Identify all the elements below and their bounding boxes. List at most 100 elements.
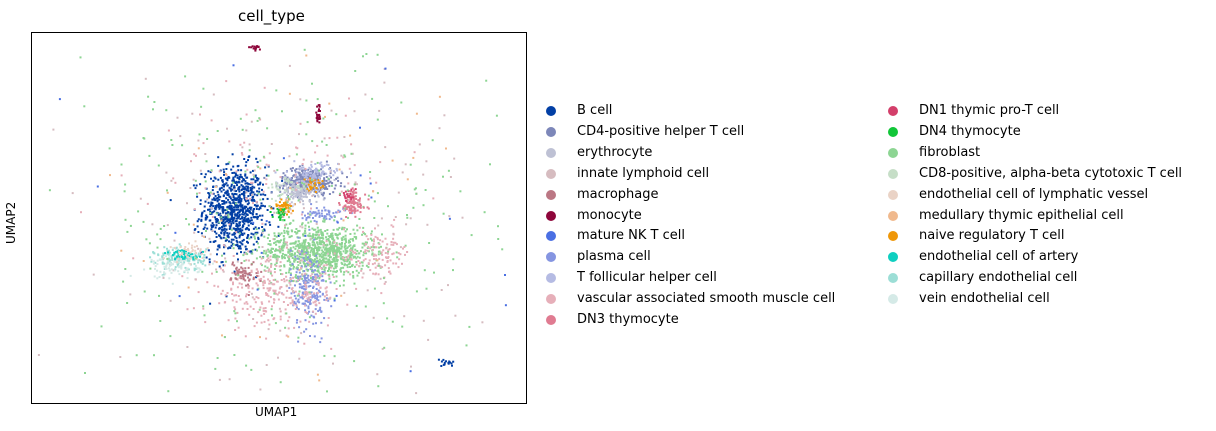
point-plasma-cell: [302, 287, 305, 290]
point-t-follicular-helper-cell: [330, 169, 333, 172]
point-innate-lymphoid-cell: [381, 347, 384, 350]
point-fibroblast: [255, 228, 258, 231]
point-plasma-cell: [294, 284, 296, 287]
point-vascular-associated-smooth-muscle-cell: [286, 289, 289, 292]
point-dn4-thymocyte: [282, 213, 285, 216]
point-fibroblast: [331, 249, 334, 252]
point-fibroblast: [298, 255, 301, 258]
point-vascular-associated-smooth-muscle-cell: [265, 178, 268, 181]
point-fibroblast: [349, 238, 352, 241]
point-b-cell: [223, 202, 226, 205]
point-b-cell: [250, 222, 252, 225]
point-vascular-associated-smooth-muscle-cell: [300, 213, 303, 216]
point-b-cell: [235, 174, 237, 176]
point-plasma-cell: [325, 297, 328, 300]
point-vascular-associated-smooth-muscle-cell: [245, 113, 248, 116]
point-vein-endothelial-cell: [166, 260, 169, 263]
point-endothelial-cell-of-artery: [184, 256, 187, 259]
point-fibroblast: [205, 230, 207, 232]
point-innate-lymphoid-cell: [454, 314, 457, 317]
point-vascular-associated-smooth-muscle-cell: [259, 118, 262, 121]
point-fibroblast: [305, 248, 308, 251]
point-fibroblast: [209, 212, 212, 214]
point-innate-lymphoid-cell: [405, 223, 408, 226]
point-innate-lymphoid-cell: [189, 187, 192, 189]
point-b-cell: [216, 248, 219, 251]
point-dn4-thymocyte: [276, 207, 279, 210]
point-cd4-positive-helper-t-cell: [322, 187, 325, 190]
point-plasma-cell: [306, 276, 309, 279]
point-vascular-associated-smooth-muscle-cell: [238, 276, 241, 279]
point-fibroblast: [316, 247, 319, 250]
point-vascular-associated-smooth-muscle-cell: [271, 283, 274, 286]
point-plasma-cell: [304, 299, 307, 302]
point-dn1-thymic-pro-t-cell: [338, 193, 341, 196]
point-endothelial-cell-of-lymphatic-vessel: [179, 246, 182, 248]
point-fibroblast: [298, 257, 301, 260]
point-vascular-associated-smooth-muscle-cell: [290, 296, 293, 299]
point-vascular-associated-smooth-muscle-cell: [385, 257, 388, 259]
point-fibroblast: [297, 199, 300, 202]
point-b-cell: [237, 228, 240, 231]
point-cd4-positive-helper-t-cell: [279, 190, 282, 193]
point-fibroblast: [291, 242, 294, 245]
point-vascular-associated-smooth-muscle-cell: [247, 250, 250, 253]
point-innate-lymphoid-cell: [151, 223, 154, 226]
point-b-cell: [228, 246, 231, 249]
point-vascular-associated-smooth-muscle-cell: [250, 181, 252, 184]
point-fibroblast: [340, 258, 343, 261]
point-dn3-thymocyte: [354, 210, 357, 213]
point-fibroblast: [323, 269, 326, 272]
point-b-cell: [244, 174, 247, 177]
point-fibroblast: [289, 253, 291, 256]
point-vascular-associated-smooth-muscle-cell: [275, 280, 278, 283]
point-fibroblast: [305, 259, 308, 262]
point-erythrocyte: [322, 198, 325, 201]
point-b-cell: [262, 204, 264, 207]
point-dn4-thymocyte: [283, 219, 286, 222]
point-fibroblast: [248, 237, 251, 240]
point-vascular-associated-smooth-muscle-cell: [288, 296, 291, 299]
point-dn3-thymocyte: [355, 191, 358, 194]
point-b-cell: [239, 197, 242, 200]
point-cd8-positive-alpha-beta-cytotoxic-t-cell: [277, 195, 280, 198]
point-fibroblast: [335, 259, 338, 262]
point-fibroblast: [297, 264, 300, 267]
point-b-cell: [215, 221, 218, 224]
point-fibroblast: [297, 240, 300, 243]
point-vascular-associated-smooth-muscle-cell: [340, 190, 343, 193]
point-plasma-cell: [311, 212, 314, 215]
point-vascular-associated-smooth-muscle-cell: [233, 306, 236, 309]
point-fibroblast: [442, 175, 444, 178]
point-vascular-associated-smooth-muscle-cell: [358, 226, 361, 229]
point-plasma-cell: [340, 217, 343, 220]
point-monocyte: [257, 45, 260, 48]
point-vascular-associated-smooth-muscle-cell: [167, 129, 170, 132]
point-innate-lymphoid-cell: [392, 232, 395, 235]
point-plasma-cell: [306, 256, 309, 259]
point-dn4-thymocyte: [271, 215, 274, 218]
point-fibroblast: [259, 198, 262, 201]
point-b-cell: [235, 198, 238, 201]
point-capillary-endothelial-cell: [162, 254, 165, 257]
point-b-cell: [248, 209, 251, 212]
point-vascular-associated-smooth-muscle-cell: [387, 267, 390, 270]
point-innate-lymphoid-cell: [356, 183, 358, 186]
point-b-cell: [206, 215, 209, 218]
point-mature-nk-t-cell: [256, 288, 259, 291]
point-t-follicular-helper-cell: [298, 180, 301, 182]
point-fibroblast: [100, 325, 103, 328]
point-b-cell: [220, 232, 223, 235]
point-b-cell: [238, 196, 240, 199]
point-b-cell: [231, 215, 233, 217]
point-monocyte: [319, 110, 321, 112]
point-dn3-thymocyte: [350, 204, 353, 207]
point-fibroblast: [337, 233, 340, 236]
point-vascular-associated-smooth-muscle-cell: [343, 228, 345, 231]
point-fibroblast: [353, 360, 356, 363]
point-dn3-thymocyte: [353, 209, 356, 212]
point-monocyte: [318, 108, 320, 111]
point-vascular-associated-smooth-muscle-cell: [386, 252, 389, 255]
point-medullary-thymic-epithelial-cell: [215, 185, 218, 188]
point-fibroblast: [278, 255, 281, 258]
